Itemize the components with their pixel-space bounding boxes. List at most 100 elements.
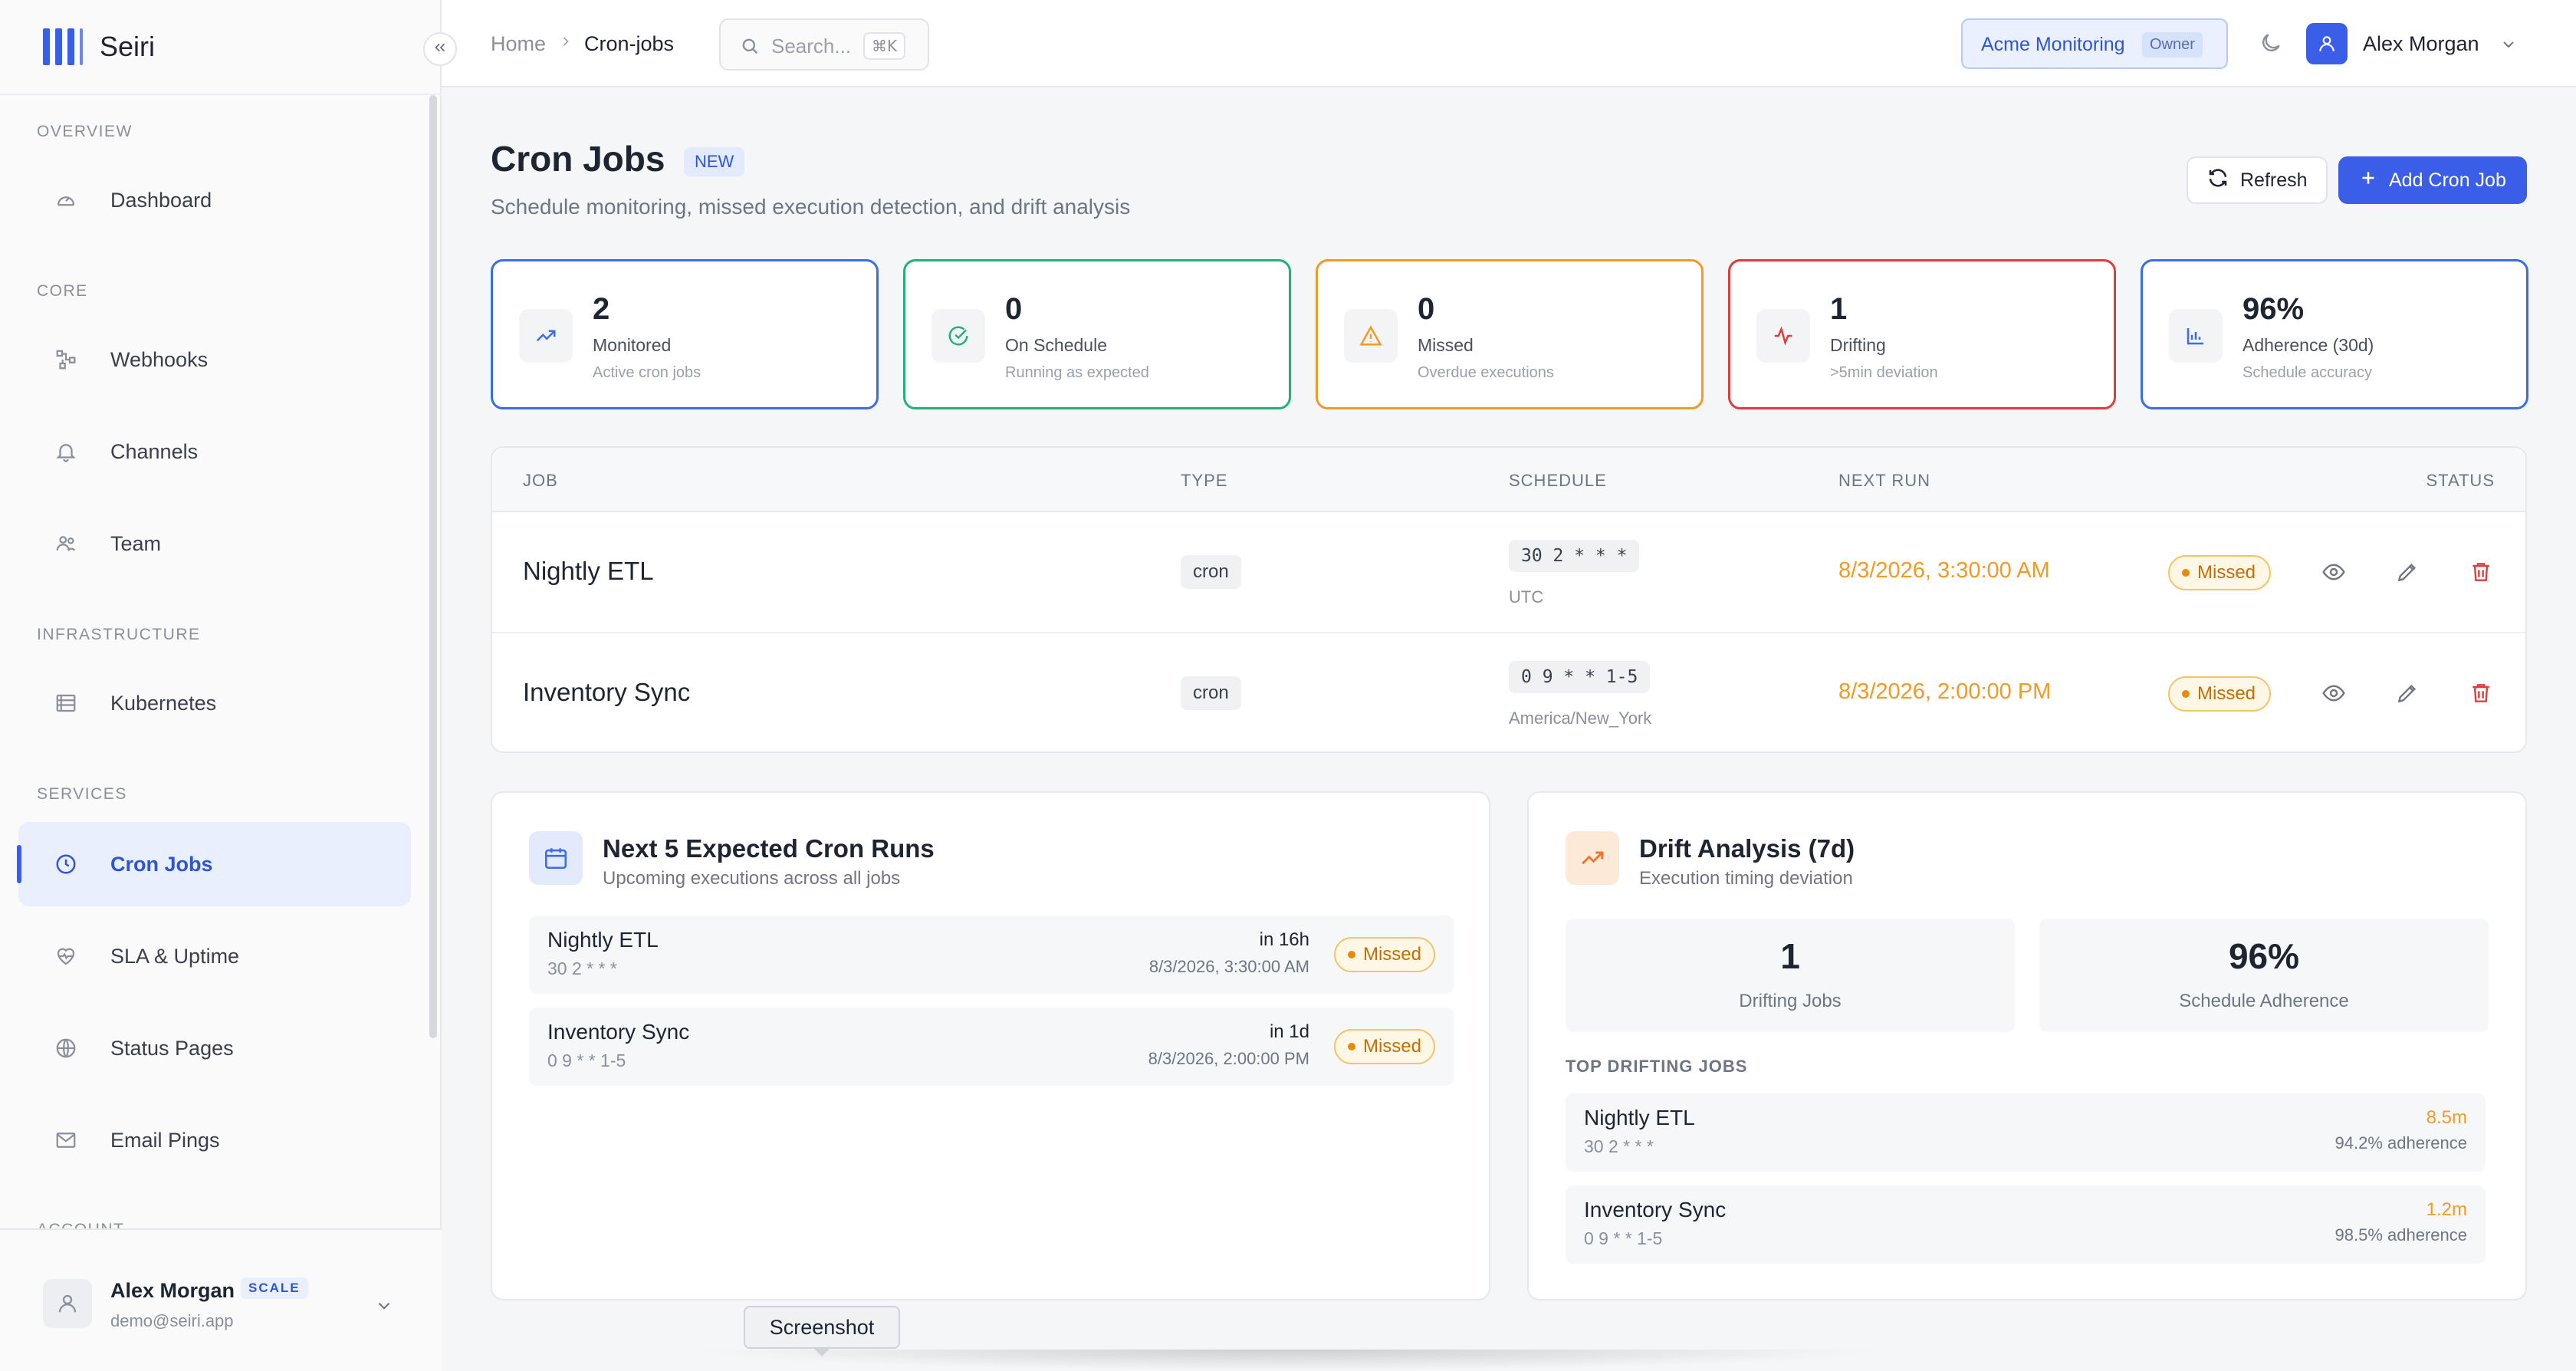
dock-shadow: [690, 1350, 1886, 1371]
top-bar: Home Cron-jobs Search... ⌘K Acme Monitor…: [442, 0, 2576, 87]
sidebar-item-sla-uptime[interactable]: SLA & Uptime: [18, 914, 411, 998]
team-icon: [52, 530, 80, 557]
drift-value: 1.2m: [2426, 1199, 2467, 1220]
stat-label: Missed: [1418, 335, 1474, 355]
col-type: TYPE: [1181, 471, 1228, 490]
stat-value: 1: [1830, 292, 1848, 326]
eye-icon[interactable]: [2321, 681, 2346, 709]
avatar: [43, 1279, 92, 1328]
trash-icon[interactable]: [2469, 681, 2493, 709]
sidebar-item-team[interactable]: Team: [18, 501, 411, 586]
list-item[interactable]: Inventory Sync 0 9 * * 1-5 1.2m 98.5% ad…: [1566, 1185, 2486, 1264]
user-email: demo@seiri.app: [110, 1311, 234, 1330]
bar-chart-icon: [2169, 309, 2223, 363]
sidebar-item-email-pings[interactable]: Email Pings: [18, 1098, 411, 1182]
sidebar-item-dashboard[interactable]: Dashboard: [18, 158, 411, 242]
activity-icon: [1756, 309, 1810, 363]
sidebar-item-kubernetes[interactable]: Kubernetes: [18, 661, 411, 745]
status-label: Missed: [2197, 562, 2256, 583]
type-chip: cron: [1181, 676, 1241, 710]
trash-icon[interactable]: [2469, 560, 2493, 588]
logo-icon: [43, 28, 83, 65]
run-cron: 30 2 * * *: [547, 958, 617, 978]
list-item[interactable]: Nightly ETL 30 2 * * * in 16h 8/3/2026, …: [529, 916, 1454, 994]
plan-badge: SCALE: [241, 1277, 308, 1299]
mail-icon: [52, 1126, 80, 1154]
metric-label: Drifting Jobs: [1739, 991, 1842, 1011]
trending-up-icon: [519, 309, 573, 363]
calendar-icon: [529, 831, 583, 885]
cron-jobs-table: JOB TYPE SCHEDULE NEXT RUN STATUS Nightl…: [491, 446, 2527, 753]
add-cron-job-button[interactable]: Add Cron Job: [2338, 156, 2527, 204]
section-core: CORE: [37, 282, 88, 300]
list-item[interactable]: Inventory Sync 0 9 * * 1-5 in 1d 8/3/202…: [529, 1008, 1454, 1086]
stat-value: 0: [1418, 292, 1435, 326]
status-dot: [1347, 1043, 1355, 1050]
stat-label: Monitored: [593, 335, 672, 355]
sidebar-item-label: Email Pings: [110, 1128, 220, 1152]
role-badge: Owner: [2142, 32, 2203, 58]
sidebar-item-label: Kubernetes: [110, 691, 217, 715]
timezone: UTC: [1509, 587, 1544, 607]
sidebar-item-label: SLA & Uptime: [110, 944, 240, 968]
job-name[interactable]: Nightly ETL: [523, 557, 654, 585]
refresh-button[interactable]: Refresh: [2187, 156, 2328, 204]
chevron-down-icon[interactable]: [2499, 35, 2518, 58]
collapse-sidebar-button[interactable]: [423, 32, 457, 66]
table-row[interactable]: Nightly ETL cron 30 2 * * * UTC 8/3/2026…: [492, 512, 2525, 633]
stat-desc: Schedule accuracy: [2242, 364, 2372, 381]
refresh-icon: [2206, 166, 2229, 195]
run-job-name: Inventory Sync: [547, 1020, 690, 1044]
page-title: Cron Jobs: [491, 139, 665, 179]
sidebar-item-webhooks[interactable]: Webhooks: [18, 317, 411, 402]
org-name: Acme Monitoring: [1981, 34, 2125, 55]
status-badge: Missed: [1333, 1029, 1435, 1064]
status-dot: [1347, 951, 1355, 958]
sidebar-item-channels[interactable]: Channels: [18, 409, 411, 494]
stat-card-monitored: 2 Monitored Active cron jobs: [491, 259, 879, 409]
active-indicator: [17, 845, 21, 883]
add-label: Add Cron Job: [2389, 169, 2506, 191]
screenshot-tooltip: Screenshot: [744, 1306, 900, 1349]
user-name[interactable]: Alex Morgan: [2363, 32, 2479, 55]
stat-value: 0: [1005, 292, 1023, 326]
next-run: 8/3/2026, 2:00:00 PM: [1838, 679, 2052, 704]
edit-icon[interactable]: [2395, 681, 2420, 709]
sidebar-item-status-pages[interactable]: Status Pages: [18, 1006, 411, 1090]
server-icon: [52, 689, 80, 717]
sidebar-item-label: Dashboard: [110, 188, 212, 212]
run-job-name: Nightly ETL: [547, 928, 659, 952]
search-input[interactable]: Search... ⌘K: [719, 18, 929, 71]
stat-desc: >5min deviation: [1830, 364, 1938, 381]
table-header: JOB TYPE SCHEDULE NEXT RUN STATUS: [492, 448, 2525, 512]
run-relative: in 1d: [1269, 1021, 1309, 1042]
org-switcher-button[interactable]: Acme Monitoring Owner: [1961, 18, 2228, 69]
breadcrumb-home[interactable]: Home: [491, 32, 547, 55]
avatar[interactable]: [2306, 23, 2348, 64]
sidebar-scrollbar[interactable]: [429, 95, 437, 1038]
metric-value: 1: [1780, 936, 1800, 976]
metric-value: 96%: [2228, 936, 2300, 976]
app-logo[interactable]: Seiri: [43, 26, 155, 67]
chevron-down-icon[interactable]: [374, 1296, 394, 1320]
gauge-icon: [52, 186, 80, 214]
stat-card-on-schedule: 0 On Schedule Running as expected: [903, 259, 1291, 409]
drift-adherence: 98.5% adherence: [2334, 1225, 2467, 1244]
job-name[interactable]: Inventory Sync: [523, 678, 691, 706]
list-item[interactable]: Nightly ETL 30 2 * * * 8.5m 94.2% adhere…: [1566, 1093, 2486, 1172]
sidebar-item-cron-jobs[interactable]: Cron Jobs: [17, 822, 411, 906]
sidebar-item-label: Webhooks: [110, 347, 209, 371]
edit-icon[interactable]: [2395, 560, 2420, 588]
sidebar-item-label: Status Pages: [110, 1036, 234, 1060]
metric-schedule-adherence: 96% Schedule Adherence: [2039, 919, 2489, 1032]
timezone: America/New_York: [1509, 709, 1652, 728]
status-label: Missed: [2197, 683, 2256, 704]
webhook-icon: [52, 346, 80, 373]
table-row[interactable]: Inventory Sync cron 0 9 * * 1-5 America/…: [492, 633, 2525, 751]
moon-icon[interactable]: [2259, 31, 2283, 59]
user-menu[interactable]: Alex Morgan SCALE demo@seiri.app: [0, 1228, 442, 1371]
eye-icon[interactable]: [2321, 560, 2346, 588]
drift-job-name: Nightly ETL: [1584, 1106, 1695, 1129]
app-name: Seiri: [100, 31, 156, 62]
card-subtitle: Upcoming executions across all jobs: [603, 868, 901, 889]
